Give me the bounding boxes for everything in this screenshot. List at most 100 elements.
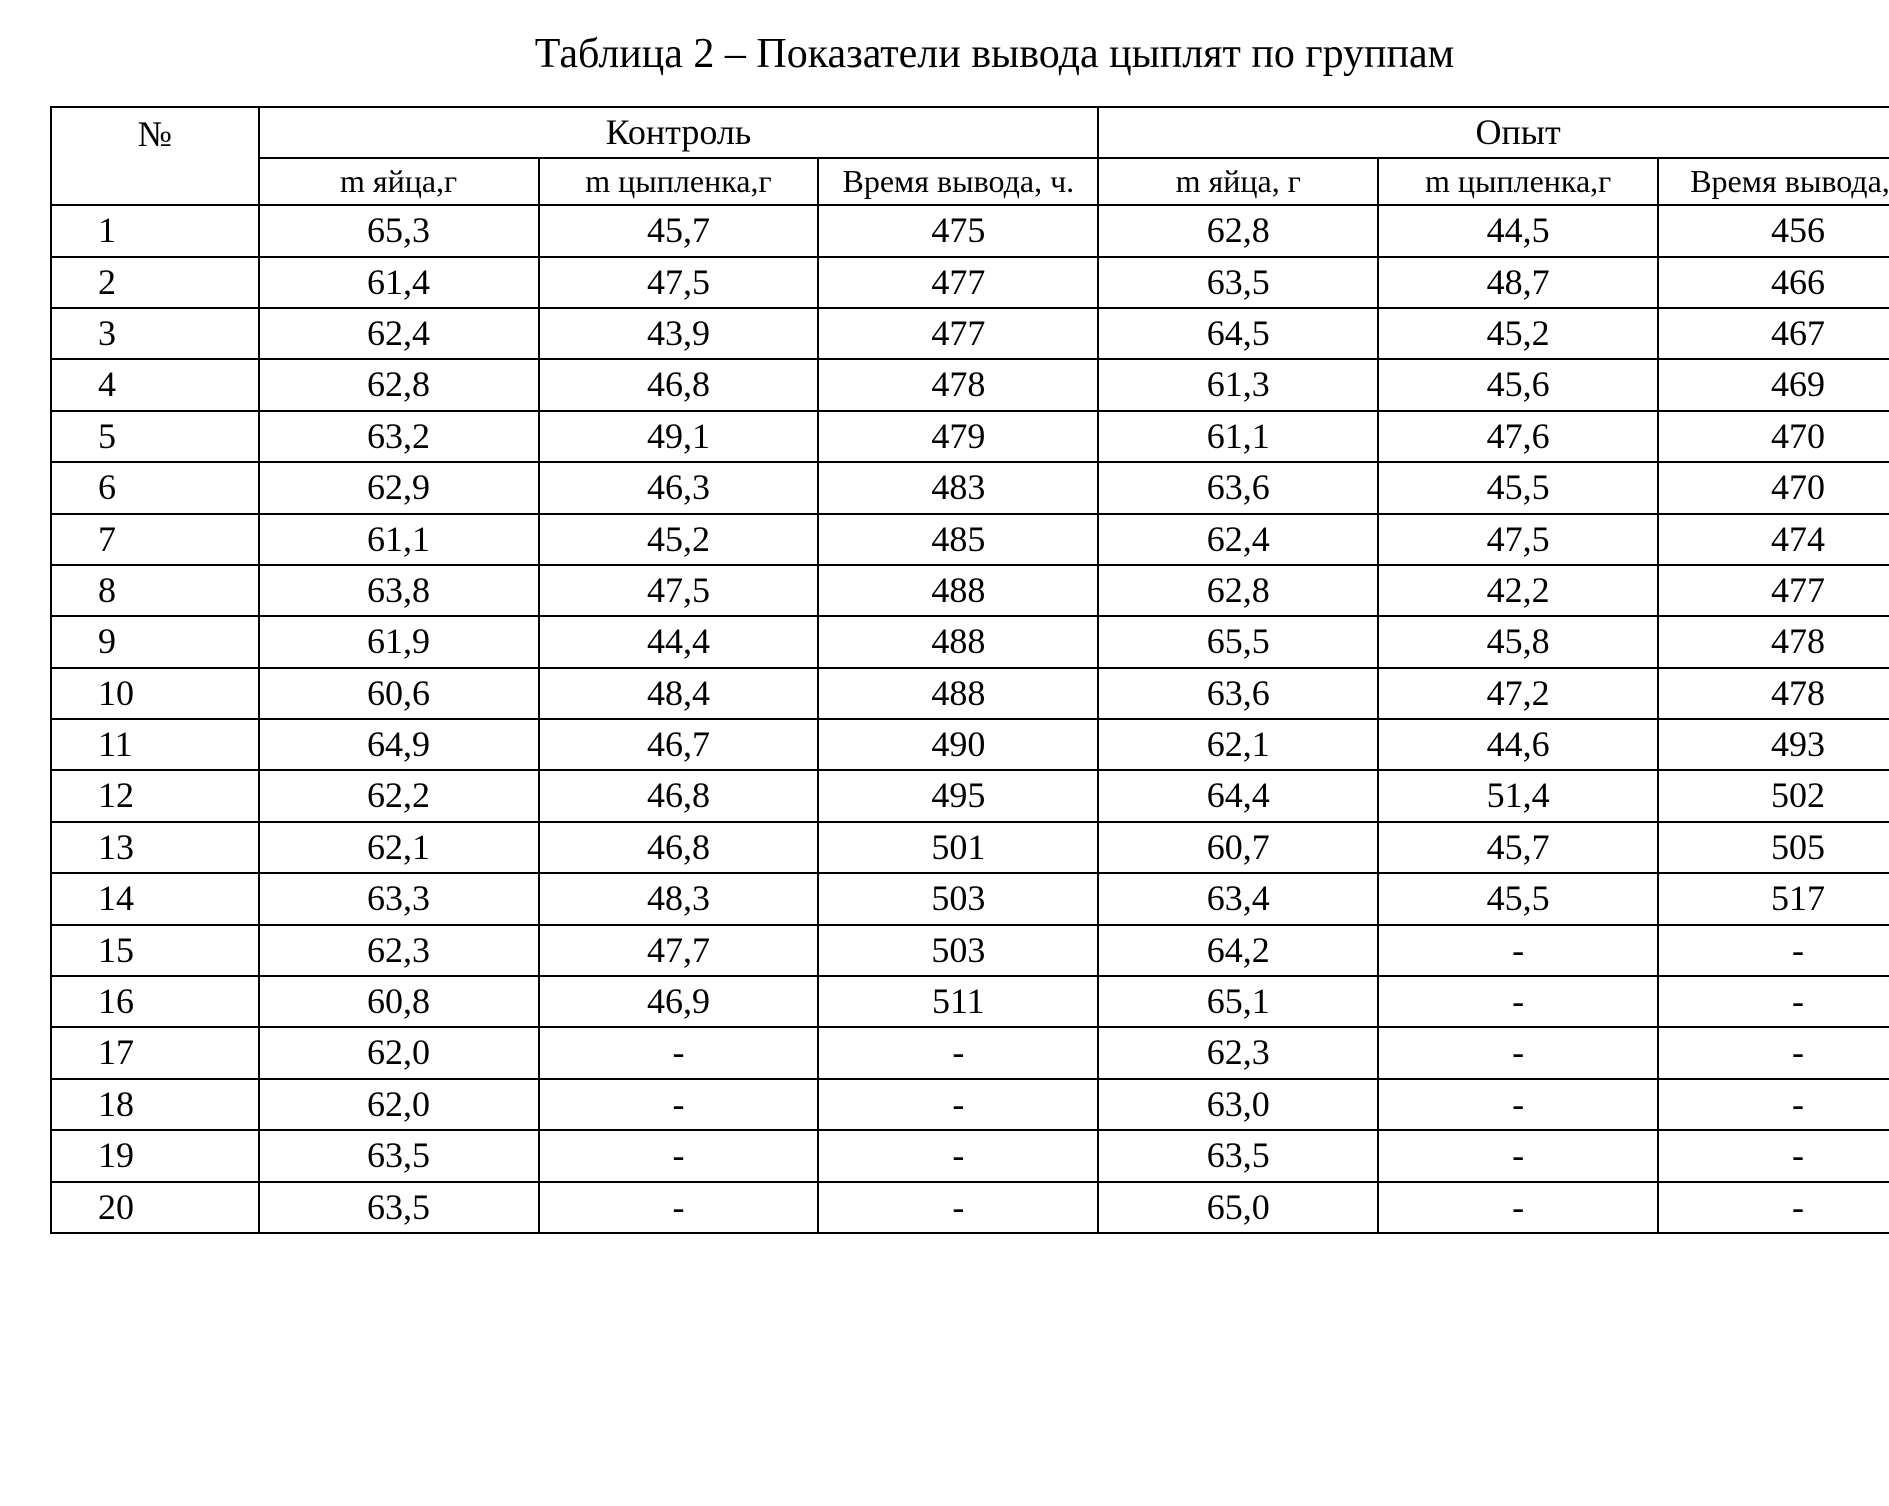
cell-exp-egg: 63,6 [1098,668,1378,719]
cell-control-time: 477 [818,308,1098,359]
cell-exp-chick: - [1378,1182,1658,1233]
cell-exp-time: 505 [1658,822,1889,873]
cell-num: 15 [51,925,259,976]
table-row: 1060,648,448863,647,2478 [51,668,1889,719]
cell-exp-chick: 48,7 [1378,257,1658,308]
cell-exp-egg: 65,0 [1098,1182,1378,1233]
cell-exp-time: 474 [1658,514,1889,565]
cell-exp-chick: - [1378,1027,1658,1078]
cell-control-time: 488 [818,616,1098,667]
cell-exp-egg: 62,1 [1098,719,1378,770]
cell-control-egg: 62,4 [259,308,539,359]
cell-exp-egg: 63,5 [1098,1130,1378,1181]
cell-control-time: 485 [818,514,1098,565]
cell-control-time: 503 [818,925,1098,976]
header-experiment: Опыт [1098,107,1889,158]
cell-control-chick: 48,4 [539,668,819,719]
table-row: 362,443,947764,545,2467 [51,308,1889,359]
cell-control-chick: 46,7 [539,719,819,770]
table-row: 662,946,348363,645,5470 [51,462,1889,513]
cell-control-time: 495 [818,770,1098,821]
cell-control-time: - [818,1027,1098,1078]
cell-exp-chick: 45,7 [1378,822,1658,873]
header-exp-chick: m цыпленка,г [1378,158,1658,205]
cell-exp-chick: 47,6 [1378,411,1658,462]
cell-control-time: 511 [818,976,1098,1027]
table-row: 1463,348,350363,445,5517 [51,873,1889,924]
cell-control-chick: 48,3 [539,873,819,924]
cell-exp-chick: 45,6 [1378,359,1658,410]
cell-exp-time: 470 [1658,462,1889,513]
cell-exp-egg: 63,6 [1098,462,1378,513]
cell-control-egg: 65,3 [259,205,539,256]
table-head: № Контроль Опыт m яйца,г m цыпленка,г Вр… [51,107,1889,205]
header-exp-egg: m яйца, г [1098,158,1378,205]
cell-control-chick: 46,8 [539,359,819,410]
header-control: Контроль [259,107,1099,158]
cell-exp-egg: 61,1 [1098,411,1378,462]
cell-num: 17 [51,1027,259,1078]
cell-control-chick: - [539,1130,819,1181]
cell-exp-time: 469 [1658,359,1889,410]
cell-control-time: 483 [818,462,1098,513]
cell-control-time: - [818,1182,1098,1233]
cell-exp-chick: 42,2 [1378,565,1658,616]
cell-exp-time: - [1658,925,1889,976]
table-row: 563,249,147961,147,6470 [51,411,1889,462]
cell-exp-chick: - [1378,925,1658,976]
header-control-chick: m цыпленка,г [539,158,819,205]
cell-control-egg: 61,4 [259,257,539,308]
cell-control-time: 501 [818,822,1098,873]
cell-control-time: 479 [818,411,1098,462]
cell-exp-egg: 63,5 [1098,257,1378,308]
cell-control-egg: 62,2 [259,770,539,821]
cell-control-chick: 47,7 [539,925,819,976]
cell-num: 4 [51,359,259,410]
cell-num: 5 [51,411,259,462]
cell-num: 2 [51,257,259,308]
cell-control-chick: 44,4 [539,616,819,667]
cell-control-egg: 63,2 [259,411,539,462]
cell-num: 11 [51,719,259,770]
data-table: № Контроль Опыт m яйца,г m цыпленка,г Вр… [50,106,1889,1234]
cell-control-egg: 62,0 [259,1027,539,1078]
cell-control-egg: 63,8 [259,565,539,616]
cell-control-time: 477 [818,257,1098,308]
table-row: 1262,246,849564,451,4502 [51,770,1889,821]
cell-exp-time: - [1658,1079,1889,1130]
cell-exp-egg: 65,1 [1098,976,1378,1027]
cell-num: 6 [51,462,259,513]
cell-control-chick: 45,7 [539,205,819,256]
cell-control-chick: 46,8 [539,770,819,821]
cell-exp-time: - [1658,1027,1889,1078]
cell-exp-chick: 47,2 [1378,668,1658,719]
cell-control-chick: 47,5 [539,257,819,308]
cell-num: 9 [51,616,259,667]
table-row: 1164,946,749062,144,6493 [51,719,1889,770]
cell-control-chick: 46,3 [539,462,819,513]
cell-exp-chick: 45,5 [1378,462,1658,513]
cell-exp-time: - [1658,1130,1889,1181]
table-row: 1562,347,750364,2-- [51,925,1889,976]
cell-exp-chick: 45,5 [1378,873,1658,924]
cell-exp-chick: - [1378,1130,1658,1181]
cell-exp-egg: 62,3 [1098,1027,1378,1078]
cell-control-egg: 61,1 [259,514,539,565]
cell-control-time: - [818,1130,1098,1181]
cell-control-egg: 62,0 [259,1079,539,1130]
cell-control-egg: 62,1 [259,822,539,873]
header-control-egg: m яйца,г [259,158,539,205]
cell-control-time: - [818,1079,1098,1130]
table-row: 1862,0--63,0-- [51,1079,1889,1130]
cell-control-egg: 62,3 [259,925,539,976]
cell-exp-time: 477 [1658,565,1889,616]
cell-control-time: 503 [818,873,1098,924]
cell-num: 13 [51,822,259,873]
table-body: 165,345,747562,844,5456261,447,547763,54… [51,205,1889,1233]
cell-control-chick: - [539,1079,819,1130]
table-row: 1963,5--63,5-- [51,1130,1889,1181]
cell-exp-chick: 45,2 [1378,308,1658,359]
cell-control-time: 488 [818,668,1098,719]
cell-num: 3 [51,308,259,359]
table-row: 462,846,847861,345,6469 [51,359,1889,410]
